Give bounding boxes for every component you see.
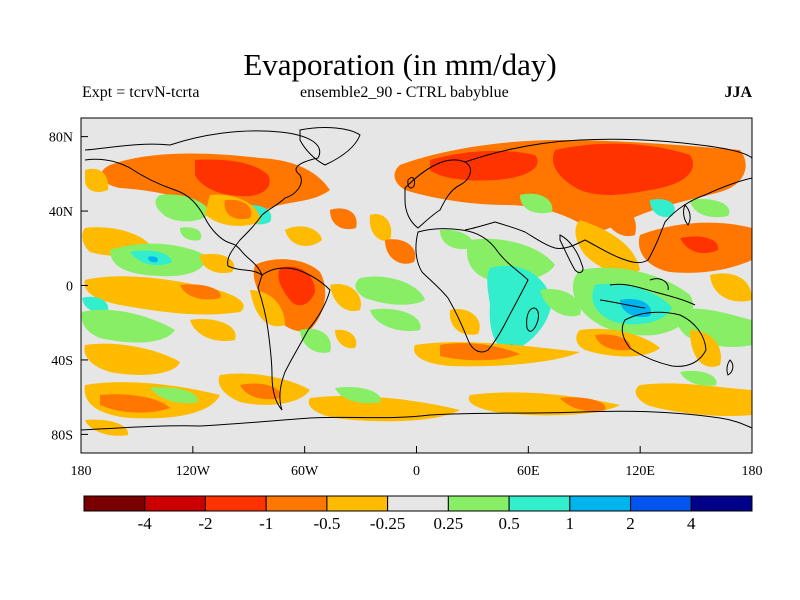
field-patch (600, 204, 636, 237)
field-patch (190, 319, 236, 342)
field-patch (100, 394, 170, 413)
field-patch (240, 383, 281, 400)
field-patch (575, 220, 640, 275)
coastline-africa (415, 228, 529, 353)
field-patch (595, 334, 631, 351)
field-patch (278, 266, 315, 306)
lat-tick-label: 80N (49, 131, 73, 146)
coastline-india (559, 234, 584, 273)
latitude-axis: 80N 40N 0 40S 80S (49, 131, 88, 443)
field-patch (335, 386, 381, 404)
lon-tick-label: 180 (71, 464, 92, 479)
field-patch (180, 227, 202, 241)
coastline-japan (683, 204, 691, 226)
field-patch (155, 194, 210, 222)
lat-tick-label: 0 (66, 280, 73, 295)
field-patch (224, 199, 252, 220)
lat-tick-label: 80S (51, 428, 73, 443)
field-patch (195, 159, 270, 197)
lon-tick-label: 120W (176, 464, 211, 479)
field-patch (250, 290, 285, 327)
season-label: JJA (724, 84, 752, 101)
ensemble-label: ensemble2_90 - CTRL babyblue (300, 84, 509, 101)
field-patch (81, 309, 175, 343)
field-patch (370, 308, 421, 332)
field-patch (330, 208, 357, 230)
field-patch (85, 168, 109, 192)
field-patch (650, 199, 675, 218)
coastline-asia (464, 138, 752, 264)
field-patch (680, 370, 717, 386)
field-patch (430, 150, 538, 181)
lon-tick-label: 0 (413, 464, 420, 479)
coastline-north-america (84, 130, 321, 277)
lon-tick-label: 60E (517, 464, 540, 479)
field-patch (369, 214, 392, 241)
field-patch (335, 329, 357, 349)
field-patch (150, 387, 199, 404)
field-patch (85, 419, 129, 436)
coastline-australia (621, 311, 707, 367)
field-patch (540, 289, 581, 317)
coastline-europe (404, 159, 471, 229)
chart-title: Evaporation (in mm/day) (243, 47, 557, 82)
coastline-indonesia (599, 278, 696, 309)
field-patch (560, 397, 606, 412)
field-patch (440, 229, 474, 250)
field-patch (620, 299, 651, 318)
coastline-uk (407, 177, 415, 189)
coastline-antarctica (81, 410, 752, 431)
field-patch (84, 343, 180, 375)
coastline-greenland (299, 127, 361, 166)
coastline-south-america (257, 267, 331, 411)
field-patch (734, 284, 752, 301)
field-patch (308, 395, 460, 422)
field-patch (285, 226, 322, 246)
field-patch (520, 193, 553, 214)
experiment-label: Expt = tcrvN-tcrta (82, 84, 200, 101)
field-patch (300, 328, 331, 353)
coastlines (81, 127, 752, 431)
lon-tick-label: 180 (742, 464, 763, 479)
coastline-new-zealand (726, 359, 734, 376)
coastline-madagascar (526, 307, 539, 332)
field-patch (552, 143, 694, 195)
lat-tick-label: 40S (51, 354, 73, 369)
field-patch (680, 236, 719, 254)
field-patch (487, 265, 552, 352)
lon-tick-label: 120E (625, 464, 655, 479)
field-patch (84, 276, 244, 315)
evaporation-field (81, 140, 752, 436)
field-patch (385, 239, 416, 264)
field-patch (355, 276, 425, 305)
field-patch (148, 256, 158, 263)
field-patch (330, 284, 361, 312)
field-patch (200, 253, 235, 274)
field-patch (690, 199, 730, 218)
lat-tick-label: 40N (49, 205, 73, 220)
lon-tick-label: 60W (291, 464, 319, 479)
longitude-axis: 180 120W 60W 0 60E 120E 180 (71, 446, 763, 479)
field-patch (635, 383, 752, 416)
field-patch (82, 296, 109, 312)
field-patch (180, 284, 221, 300)
